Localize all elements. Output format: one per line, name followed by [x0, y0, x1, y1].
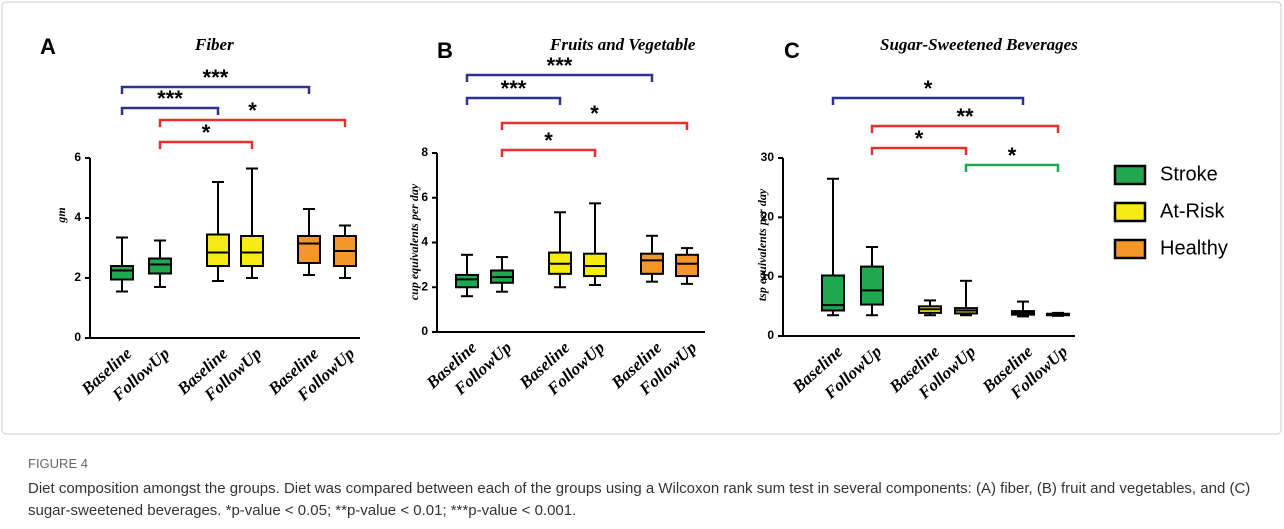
significance-label: ***	[501, 76, 527, 101]
y-tick-label: 2	[74, 270, 81, 284]
legend-swatch	[1113, 238, 1147, 260]
box	[206, 233, 230, 267]
significance-bracket	[870, 124, 1060, 133]
significance-label: ***	[203, 65, 229, 90]
box	[110, 265, 134, 281]
legend-swatch	[1113, 201, 1147, 223]
box	[860, 265, 884, 306]
box	[297, 235, 321, 264]
significance-label: *	[248, 98, 257, 123]
y-tick-label: 30	[761, 150, 775, 164]
significance-label: *	[915, 126, 924, 151]
y-tick-label: 0	[767, 328, 774, 342]
y-axis-label: cup equivalents per day	[407, 183, 421, 300]
panel-title: Sugar-Sweetened Beverages	[880, 35, 1078, 54]
significance-bracket	[465, 73, 654, 82]
significance-label: *	[590, 101, 599, 126]
y-axis-label: gm	[54, 207, 68, 223]
box	[455, 273, 479, 289]
y-tick-label: 4	[74, 210, 81, 224]
significance-bracket	[870, 146, 968, 155]
box	[821, 274, 845, 312]
box	[675, 253, 699, 278]
box	[583, 252, 607, 278]
significance-bracket	[465, 96, 562, 105]
y-tick-label: 0	[421, 324, 428, 338]
significance-label: *	[544, 128, 553, 153]
significance-label: ***	[547, 53, 573, 78]
panel-title: Fruits and Vegetable	[549, 35, 696, 54]
significance-label: *	[202, 120, 211, 145]
legend-label: Stroke	[1160, 163, 1218, 185]
y-tick-label: 10	[761, 269, 775, 283]
panel-letter: C	[784, 38, 800, 63]
panel-letter: B	[437, 38, 453, 63]
significance-bracket	[964, 163, 1060, 172]
significance-label: *	[1008, 143, 1017, 168]
y-tick-label: 6	[74, 150, 81, 164]
caption-label: FIGURE 4	[28, 456, 88, 471]
y-axis-label: tsp equivalents per day	[755, 188, 769, 301]
y-tick-label: 2	[421, 279, 428, 293]
figure-frame	[1, 1, 1282, 435]
significance-bracket	[120, 85, 311, 94]
significance-bracket	[158, 140, 254, 149]
box	[148, 257, 172, 275]
significance-bracket	[158, 118, 347, 127]
significance-label: *	[924, 76, 933, 101]
y-tick-label: 4	[421, 235, 428, 249]
panel-letter: A	[40, 34, 56, 59]
y-tick-label: 6	[421, 190, 428, 204]
y-tick-label: 20	[761, 210, 775, 224]
box	[640, 252, 664, 275]
box	[240, 235, 264, 267]
legend-label: At-Risk	[1160, 200, 1225, 222]
significance-bracket	[120, 106, 220, 115]
significance-bracket	[500, 121, 689, 130]
significance-bracket	[831, 96, 1025, 105]
y-tick-label: 8	[421, 145, 428, 159]
panel-title: Fiber	[194, 35, 234, 54]
significance-label: **	[956, 104, 974, 129]
significance-label: ***	[157, 86, 183, 111]
legend-swatch	[1113, 164, 1147, 186]
y-tick-label: 0	[74, 330, 81, 344]
legend-label: Healthy	[1160, 237, 1228, 259]
significance-bracket	[500, 148, 597, 157]
caption-text: Diet composition amongst the groups. Die…	[28, 480, 1251, 519]
